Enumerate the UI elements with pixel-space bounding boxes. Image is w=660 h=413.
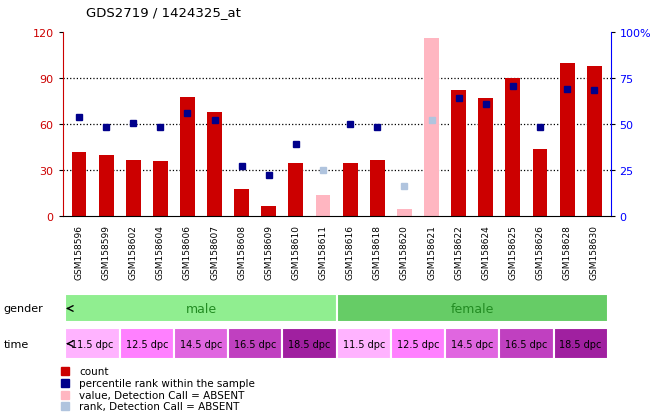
Bar [587, 67, 602, 217]
Text: GSM158622: GSM158622 [454, 225, 463, 279]
Text: 11.5 dpc: 11.5 dpc [71, 339, 114, 349]
Bar [554, 328, 608, 360]
Text: GSM158625: GSM158625 [508, 225, 517, 280]
Bar [337, 328, 391, 360]
Bar [153, 162, 168, 217]
Text: 16.5 dpc: 16.5 dpc [234, 339, 277, 349]
Bar [282, 328, 337, 360]
Bar [533, 150, 547, 217]
Bar [500, 328, 554, 360]
Bar [343, 163, 358, 217]
Text: GSM158602: GSM158602 [129, 225, 138, 280]
Text: GSM158620: GSM158620 [400, 225, 409, 280]
Bar [71, 152, 86, 217]
Bar [288, 163, 304, 217]
Text: GDS2719 / 1424325_at: GDS2719 / 1424325_at [86, 6, 241, 19]
Text: 14.5 dpc: 14.5 dpc [451, 339, 494, 349]
Text: 18.5 dpc: 18.5 dpc [288, 339, 331, 349]
Bar [65, 295, 337, 323]
Text: percentile rank within the sample: percentile rank within the sample [79, 378, 255, 388]
Text: 16.5 dpc: 16.5 dpc [506, 339, 548, 349]
Bar [391, 328, 445, 360]
Bar [478, 99, 493, 217]
Bar [126, 160, 141, 217]
Bar [207, 113, 222, 217]
Text: male: male [185, 302, 216, 315]
Text: GSM158610: GSM158610 [292, 225, 300, 280]
Bar [445, 328, 500, 360]
Text: GSM158616: GSM158616 [346, 225, 354, 280]
Bar [234, 189, 249, 217]
Text: 12.5 dpc: 12.5 dpc [397, 339, 439, 349]
Text: rank, Detection Call = ABSENT: rank, Detection Call = ABSENT [79, 401, 240, 411]
Bar [506, 79, 520, 217]
Text: 14.5 dpc: 14.5 dpc [180, 339, 222, 349]
Text: GSM158609: GSM158609 [264, 225, 273, 280]
Bar [65, 328, 119, 360]
Bar [315, 195, 331, 217]
Bar [397, 209, 412, 217]
Text: GSM158608: GSM158608 [237, 225, 246, 280]
Bar [174, 328, 228, 360]
Text: GSM158630: GSM158630 [590, 225, 599, 280]
Text: 12.5 dpc: 12.5 dpc [125, 339, 168, 349]
Bar [451, 91, 466, 217]
Text: GSM158621: GSM158621 [427, 225, 436, 280]
Bar [119, 328, 174, 360]
Text: GSM158607: GSM158607 [210, 225, 219, 280]
Text: GSM158628: GSM158628 [562, 225, 572, 280]
Bar [424, 39, 439, 217]
Text: female: female [451, 302, 494, 315]
Text: GSM158604: GSM158604 [156, 225, 165, 280]
Text: GSM158606: GSM158606 [183, 225, 192, 280]
Text: GSM158599: GSM158599 [102, 225, 111, 280]
Bar [228, 328, 282, 360]
Text: GSM158611: GSM158611 [319, 225, 327, 280]
Text: GSM158626: GSM158626 [535, 225, 544, 280]
Text: time: time [3, 339, 28, 349]
Text: GSM158596: GSM158596 [75, 225, 83, 280]
Text: 11.5 dpc: 11.5 dpc [343, 339, 385, 349]
Text: gender: gender [3, 304, 43, 314]
Text: GSM158624: GSM158624 [481, 225, 490, 279]
Bar [560, 64, 575, 217]
Text: value, Detection Call = ABSENT: value, Detection Call = ABSENT [79, 389, 244, 399]
Bar [337, 295, 608, 323]
Bar [98, 156, 114, 217]
Bar [261, 206, 277, 217]
Text: count: count [79, 366, 109, 376]
Text: GSM158618: GSM158618 [373, 225, 381, 280]
Bar [180, 97, 195, 217]
Bar [370, 160, 385, 217]
Text: 18.5 dpc: 18.5 dpc [560, 339, 602, 349]
